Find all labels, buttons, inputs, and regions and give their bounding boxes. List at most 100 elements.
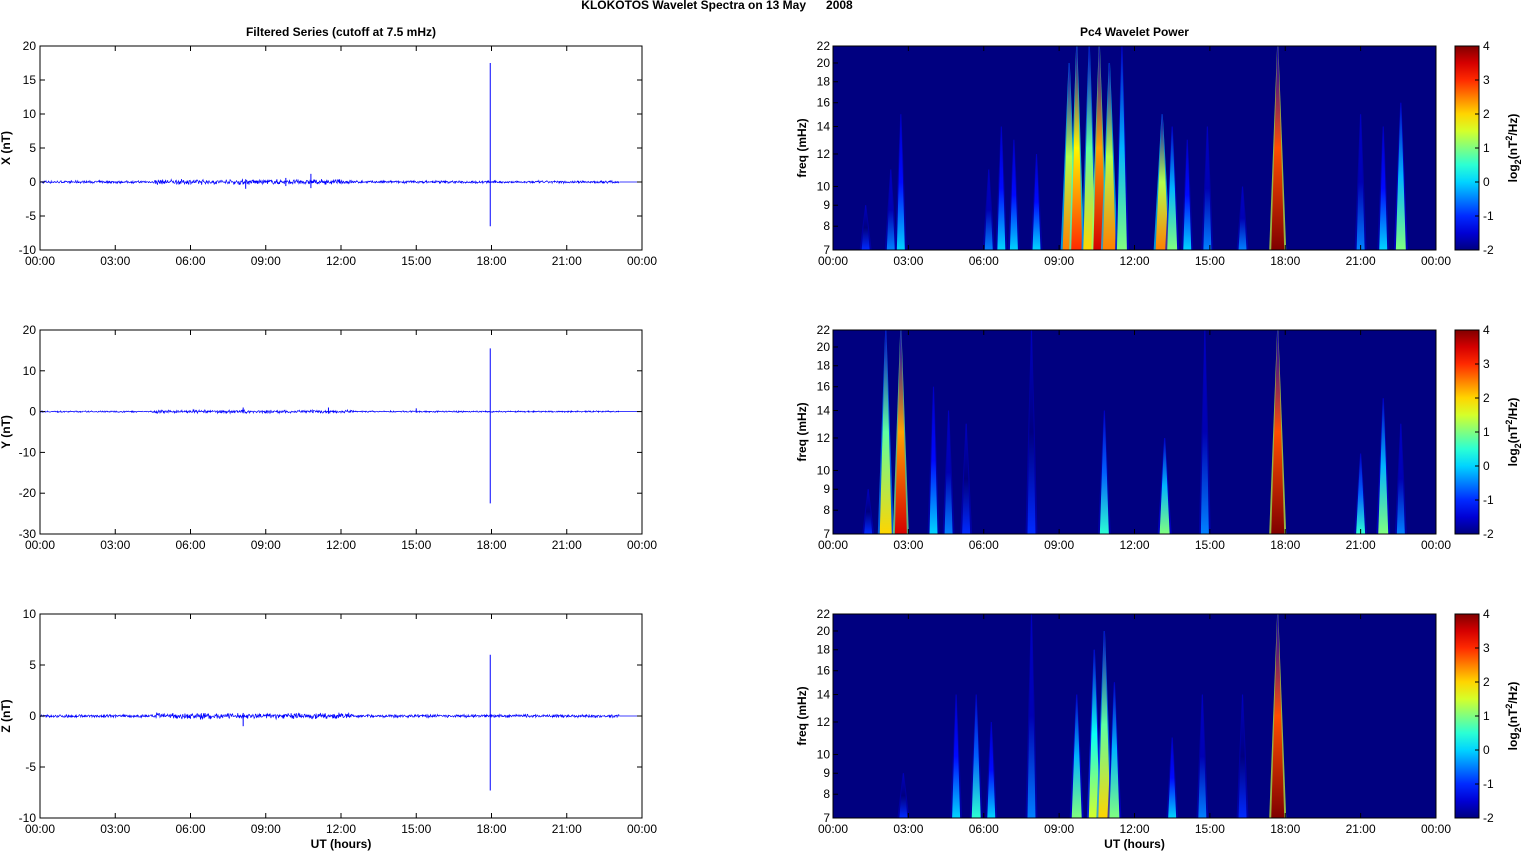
y-tick-label: 12	[817, 715, 831, 729]
y-tick-label: 0	[29, 709, 36, 723]
x-tick-label: 15:00	[401, 538, 431, 552]
spectral-burst	[1356, 453, 1366, 534]
spectral-burst	[1009, 139, 1018, 250]
colorbar-tick-label: 2	[1483, 391, 1490, 405]
x-tick-label: 09:00	[1044, 538, 1074, 552]
y-tick-label: -5	[25, 760, 36, 774]
spectral-burst	[861, 205, 870, 250]
spectral-burst	[864, 489, 873, 534]
x-tick-label: 12:00	[326, 822, 356, 836]
y-tick-label: 9	[823, 198, 830, 212]
colorbar-tick-label: 4	[1483, 607, 1490, 621]
timeseries-panel-1: -30 -20 -10 0 10 20 Y (nT) 00:00 03:00 06:00 09:00…	[0, 323, 657, 552]
y-tick-label: 18	[817, 359, 831, 373]
spectral-burst	[1027, 330, 1036, 534]
x-tick-label: 21:00	[1346, 538, 1376, 552]
y-tick-label: 10	[817, 747, 831, 761]
y-tick-label: 22	[817, 39, 831, 53]
x-tick-label: 12:00	[1119, 822, 1149, 836]
colorbar-tick-label: -2	[1483, 243, 1494, 257]
x-tick-label: 21:00	[552, 254, 582, 268]
colorbar-tick-label: 4	[1483, 323, 1490, 337]
y-tick-label: 16	[817, 96, 831, 110]
x-tick-label: 00:00	[1421, 538, 1451, 552]
x-tick-label: 06:00	[175, 538, 205, 552]
y-tick-label: 0	[29, 405, 36, 419]
spectral-burst	[1032, 153, 1041, 250]
y-tick-label: 10	[23, 107, 37, 121]
x-tick-label: 12:00	[326, 254, 356, 268]
series-line	[39, 408, 620, 415]
colorbar-tick-label: 0	[1483, 175, 1490, 189]
y-axis-label: Z (nT)	[0, 699, 13, 732]
y-tick-label: 10	[23, 607, 37, 621]
spectral-burst	[1155, 114, 1169, 250]
x-tick-label: 18:00	[1270, 538, 1300, 552]
bursts	[859, 46, 1408, 250]
x-tick-label: 18:00	[476, 254, 506, 268]
spectral-burst	[1093, 46, 1106, 250]
x-tick-label: 00:00	[25, 538, 55, 552]
x-tick-label: 15:00	[401, 822, 431, 836]
x-tick-label: 18:00	[1270, 822, 1300, 836]
x-tick-label: 09:00	[1044, 254, 1074, 268]
spectral-burst	[1099, 410, 1109, 534]
colorbar-tick-label: -1	[1483, 493, 1494, 507]
panel-title: Filtered Series (cutoff at 7.5 mHz)	[246, 25, 436, 39]
y-tick-label: 9	[823, 766, 830, 780]
x-tick-label: 06:00	[969, 254, 999, 268]
x-tick-label: 15:00	[1195, 822, 1225, 836]
spectral-burst	[1200, 330, 1209, 534]
y-tick-label: -20	[19, 486, 37, 500]
y-tick-label: 16	[817, 380, 831, 394]
spectral-burst	[1396, 423, 1405, 534]
spectral-burst	[1378, 398, 1389, 534]
y-tick-label: 10	[23, 364, 37, 378]
timeseries-panel-2: -10 -5 0 5 10 Z (nT) 00:00 03:00 06:00 09:00 12:00…	[0, 607, 657, 851]
colorbar-tick-label: 0	[1483, 459, 1490, 473]
spectrogram-background	[833, 330, 1436, 534]
x-tick-label: 03:00	[100, 538, 130, 552]
colorbar-tick-label: 3	[1483, 357, 1490, 371]
spectral-burst	[997, 126, 1006, 250]
colorbar-tick-label: 1	[1483, 425, 1490, 439]
y-tick-label: 7	[823, 243, 830, 257]
spectral-burst	[1071, 694, 1082, 818]
plot-area	[39, 329, 643, 535]
spectral-burst	[1395, 102, 1406, 250]
spectral-burst	[1238, 694, 1247, 818]
x-tick-label: 18:00	[1270, 254, 1300, 268]
spectral-burst	[1088, 649, 1100, 818]
spectral-burst	[1198, 694, 1207, 818]
spectral-burst	[886, 169, 895, 250]
spectral-burst	[899, 773, 908, 818]
y-tick-label: 8	[823, 787, 830, 801]
x-tick-label: 12:00	[326, 538, 356, 552]
spectral-burst	[894, 330, 907, 534]
x-tick-label: 21:00	[1346, 822, 1376, 836]
y-tick-label: 12	[817, 431, 831, 445]
x-tick-label: 03:00	[100, 254, 130, 268]
y-tick-label: 9	[823, 482, 830, 496]
x-tick-label: 12:00	[1119, 538, 1149, 552]
y-tick-label: 20	[23, 323, 37, 337]
spectral-burst	[1109, 682, 1120, 818]
spectral-burst	[1098, 630, 1111, 818]
x-tick-label: 00:00	[627, 254, 657, 268]
spectral-burst	[1379, 126, 1388, 250]
bursts	[862, 330, 1407, 534]
y-tick-label: 22	[817, 607, 831, 621]
colorbar-tick-label: -2	[1483, 811, 1494, 825]
x-tick-label: 09:00	[251, 822, 281, 836]
x-tick-label: 15:00	[1195, 254, 1225, 268]
x-axis-label: UT (hours)	[311, 837, 372, 851]
spectral-burst	[1271, 614, 1285, 818]
x-tick-label: 00:00	[818, 254, 848, 268]
colorbar-tick-label: -1	[1483, 209, 1494, 223]
y-tick-label: 18	[817, 643, 831, 657]
y-tick-label: 14	[817, 688, 831, 702]
x-tick-label: 03:00	[100, 822, 130, 836]
colorbar-tick-label: 3	[1483, 73, 1490, 87]
